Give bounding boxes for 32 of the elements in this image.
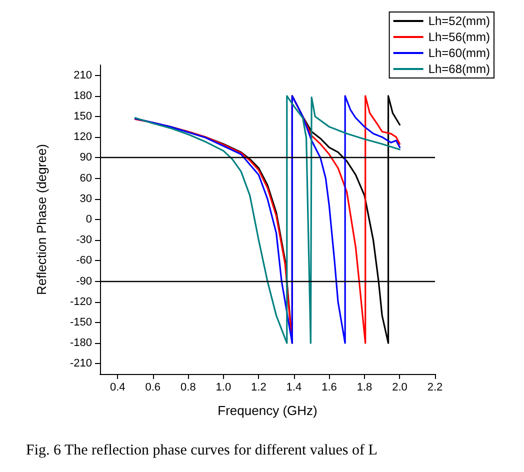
y-tick-label: -60 (76, 254, 92, 267)
x-axis-title: Frequency (GHz) (218, 403, 318, 418)
x-tick-label: 1.8 (356, 382, 372, 394)
y-tick-label: -30 (76, 234, 92, 246)
x-tick-label: 1.0 (216, 382, 232, 394)
y-axis-title: Reflection Phase (degree) (34, 144, 49, 296)
y-tick-label: -210 (70, 358, 92, 370)
y-tick-label: 210 (74, 69, 92, 82)
x-tick-label: 0.6 (145, 382, 161, 394)
y-tick-label: -180 (70, 337, 92, 350)
y-tick-label: -150 (70, 316, 92, 328)
x-tick-label: 0.4 (110, 382, 126, 394)
legend-label: Lh=60(mm) (428, 46, 490, 60)
y-tick-label: 180 (74, 90, 92, 102)
y-tick-label: -120 (70, 296, 92, 308)
y-tick-label: 150 (74, 110, 92, 122)
legend-label: Lh=68(mm) (428, 62, 490, 76)
y-tick-label: 60 (80, 172, 92, 184)
y-tick-label: 120 (74, 131, 92, 144)
x-tick-label: 2.0 (392, 382, 408, 394)
x-tick-label: 0.8 (180, 382, 196, 394)
y-tick-label: 0 (86, 214, 92, 226)
legend-label: Lh=52(mm) (428, 14, 490, 28)
y-tick-label: 90 (80, 152, 92, 164)
x-tick-label: 1.2 (251, 382, 266, 394)
x-tick-label: 2.2 (427, 382, 443, 394)
x-tick-label: 1.4 (286, 382, 302, 394)
y-tick-label: -90 (76, 275, 92, 288)
x-tick-label: 1.6 (322, 382, 337, 394)
legend-label: Lh=56(mm) (428, 30, 490, 44)
caption: Fig. 6 The reflection phase curves for different values of L (26, 442, 378, 458)
y-tick-label: 30 (80, 192, 92, 205)
